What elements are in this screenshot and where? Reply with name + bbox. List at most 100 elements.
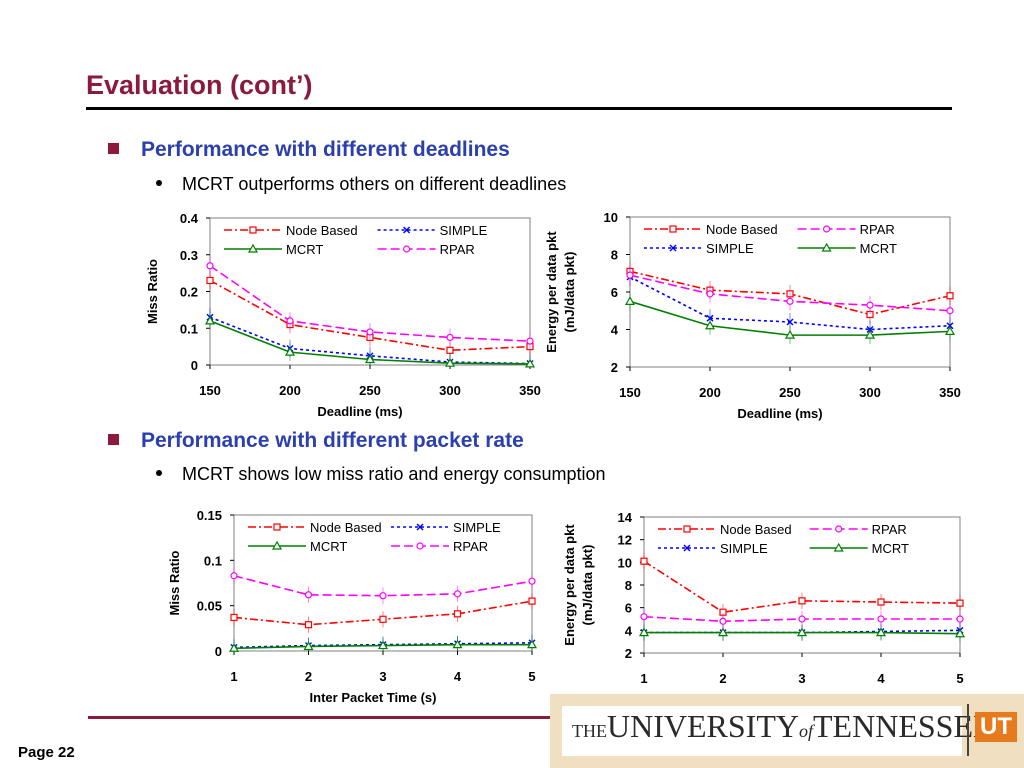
legend: Node Based SIMPLE MCRT RPAR xyxy=(224,223,488,257)
y-tick-label: 0.1 xyxy=(204,553,222,568)
data-point xyxy=(866,301,874,309)
x-tick-label: 250 xyxy=(779,385,801,400)
series-mcrt xyxy=(228,636,538,652)
data-point xyxy=(798,615,806,623)
data-point xyxy=(206,262,214,270)
legend-label: RPAR xyxy=(872,522,907,537)
data-point xyxy=(204,315,216,325)
legend-label: RPAR xyxy=(440,242,475,257)
bullet-packet-rate: Performance with different packet rate xyxy=(108,429,524,453)
x-tick-label: 200 xyxy=(699,385,721,400)
legend-marker xyxy=(403,245,411,253)
bullet-deadlines-text: Performance with different deadlines xyxy=(141,138,510,161)
x-tick-label: 200 xyxy=(279,383,301,398)
legend-label: RPAR xyxy=(860,222,895,237)
x-tick-label: 5 xyxy=(528,669,535,684)
series-rpar xyxy=(230,567,536,604)
y-tick-label: 0.1 xyxy=(180,321,198,336)
data-point xyxy=(946,307,954,315)
data-point xyxy=(946,292,954,300)
slide-title: Evaluation (cont’) xyxy=(86,70,313,100)
legend-marker xyxy=(835,525,843,533)
legend-label: SIMPLE xyxy=(453,520,501,535)
university-wordmark: THEUNIVERSITYofTENNESSEE xyxy=(572,708,993,745)
legend-marker xyxy=(833,542,844,552)
y-tick-label: 12 xyxy=(618,533,632,548)
data-point xyxy=(877,615,885,623)
data-point xyxy=(864,329,876,339)
legend-marker xyxy=(683,544,691,552)
data-point xyxy=(528,577,536,585)
logo-the: THE xyxy=(572,721,607,741)
series-rpar xyxy=(626,266,954,320)
y-tick-label: 8 xyxy=(611,248,618,263)
sub-bullet-deadlines-text: MCRT outperforms others on different dea… xyxy=(182,174,567,194)
data-point xyxy=(377,640,389,650)
data-point xyxy=(526,639,538,649)
x-axis-label: Inter Packet Time (s) xyxy=(310,690,437,705)
data-point xyxy=(875,627,887,637)
y-axis-label-units: (mJ/data pkt) xyxy=(580,545,595,626)
data-point xyxy=(444,357,456,367)
legend-marker xyxy=(416,523,424,531)
dot-bullet-icon xyxy=(156,470,162,476)
legend-label: SIMPLE xyxy=(720,541,768,556)
y-axis-label-units: (mJ/data pkt) xyxy=(562,252,577,333)
legend: Node Based RPAR SIMPLE MCRT xyxy=(658,522,909,556)
data-point xyxy=(284,346,296,356)
x-tick-label: 300 xyxy=(859,385,881,400)
x-axis-label: Deadline (ms) xyxy=(317,404,402,419)
legend-marker xyxy=(669,225,677,233)
data-point xyxy=(719,617,727,625)
data-point xyxy=(956,599,964,607)
legend-label: MCRT xyxy=(860,241,897,256)
series-rpar xyxy=(640,608,964,630)
footer-divider xyxy=(88,716,550,719)
legend-label: Node Based xyxy=(286,223,358,238)
series-mcrt xyxy=(624,292,956,345)
y-tick-label: 2 xyxy=(625,646,632,661)
data-point xyxy=(364,354,376,364)
y-tick-label: 10 xyxy=(618,555,632,570)
legend: Node Based RPAR SIMPLE MCRT xyxy=(644,222,897,256)
y-tick-label: 0.05 xyxy=(197,599,222,614)
university-logo-panel xyxy=(562,706,962,756)
y-tick-label: 0.3 xyxy=(180,248,198,263)
data-point xyxy=(228,643,240,652)
data-point xyxy=(286,317,294,325)
sub-bullet-deadlines: MCRT outperforms others on different dea… xyxy=(156,174,566,195)
dot-bullet-icon xyxy=(156,180,162,186)
legend-marker xyxy=(273,523,281,531)
y-tick-label: 0.15 xyxy=(197,508,222,523)
data-point xyxy=(626,271,634,279)
legend-label: SIMPLE xyxy=(706,241,754,256)
y-tick-label: 4 xyxy=(625,623,633,638)
data-point xyxy=(230,572,238,580)
data-point xyxy=(524,358,536,368)
x-tick-label: 150 xyxy=(619,385,641,400)
legend-marker xyxy=(403,226,411,234)
data-point xyxy=(453,610,462,618)
x-tick-label: 4 xyxy=(877,671,885,686)
series-line xyxy=(233,642,533,649)
y-tick-label: 0.2 xyxy=(180,285,198,300)
x-tick-label: 5 xyxy=(956,671,963,686)
y-axis-label: Energy per data pkt xyxy=(544,231,559,353)
x-tick-label: 1 xyxy=(640,671,647,686)
ut-logo-icon: UT xyxy=(975,712,1017,742)
data-point xyxy=(304,591,313,599)
legend-marker xyxy=(822,225,831,233)
data-point xyxy=(624,296,636,305)
data-point xyxy=(704,320,716,330)
data-point xyxy=(379,615,387,623)
x-tick-label: 2 xyxy=(719,671,726,686)
legend-marker xyxy=(249,226,257,234)
data-point xyxy=(526,337,534,345)
data-point xyxy=(638,627,650,637)
legend-label: SIMPLE xyxy=(440,223,488,238)
logo-university: UNIVERSITY xyxy=(607,708,799,744)
x-axis-label: Deadline (ms) xyxy=(737,406,822,421)
series-node-based xyxy=(230,592,536,633)
